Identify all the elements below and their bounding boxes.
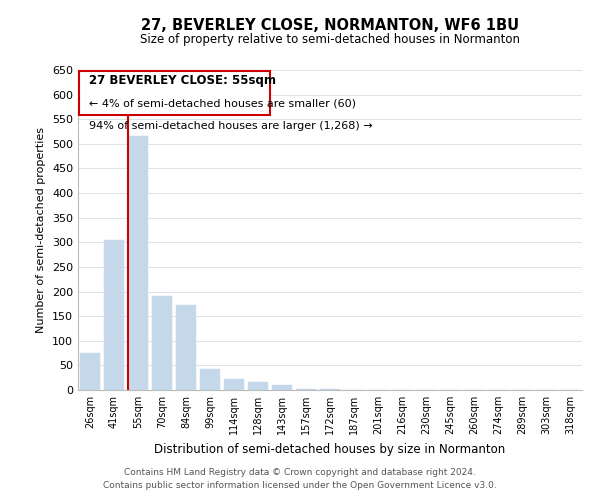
X-axis label: Distribution of semi-detached houses by size in Normanton: Distribution of semi-detached houses by … [154, 442, 506, 456]
FancyBboxPatch shape [79, 71, 270, 116]
Bar [128, 136, 148, 390]
Text: 94% of semi-detached houses are larger (1,268) →: 94% of semi-detached houses are larger (… [89, 120, 373, 130]
Bar [272, 385, 292, 390]
Bar [200, 370, 220, 390]
Bar [320, 389, 340, 390]
Text: Size of property relative to semi-detached houses in Normanton: Size of property relative to semi-detach… [140, 32, 520, 46]
Bar [224, 379, 244, 390]
Y-axis label: Number of semi-detached properties: Number of semi-detached properties [37, 127, 46, 333]
Bar [296, 388, 316, 390]
Bar [176, 306, 196, 390]
Bar [248, 382, 268, 390]
Text: ← 4% of semi-detached houses are smaller (60): ← 4% of semi-detached houses are smaller… [89, 98, 356, 108]
Bar [104, 240, 124, 390]
Bar [80, 353, 100, 390]
Bar [152, 296, 172, 390]
Text: 27, BEVERLEY CLOSE, NORMANTON, WF6 1BU: 27, BEVERLEY CLOSE, NORMANTON, WF6 1BU [141, 18, 519, 32]
Text: 27 BEVERLEY CLOSE: 55sqm: 27 BEVERLEY CLOSE: 55sqm [89, 74, 276, 87]
Text: Contains HM Land Registry data © Crown copyright and database right 2024.
Contai: Contains HM Land Registry data © Crown c… [103, 468, 497, 490]
